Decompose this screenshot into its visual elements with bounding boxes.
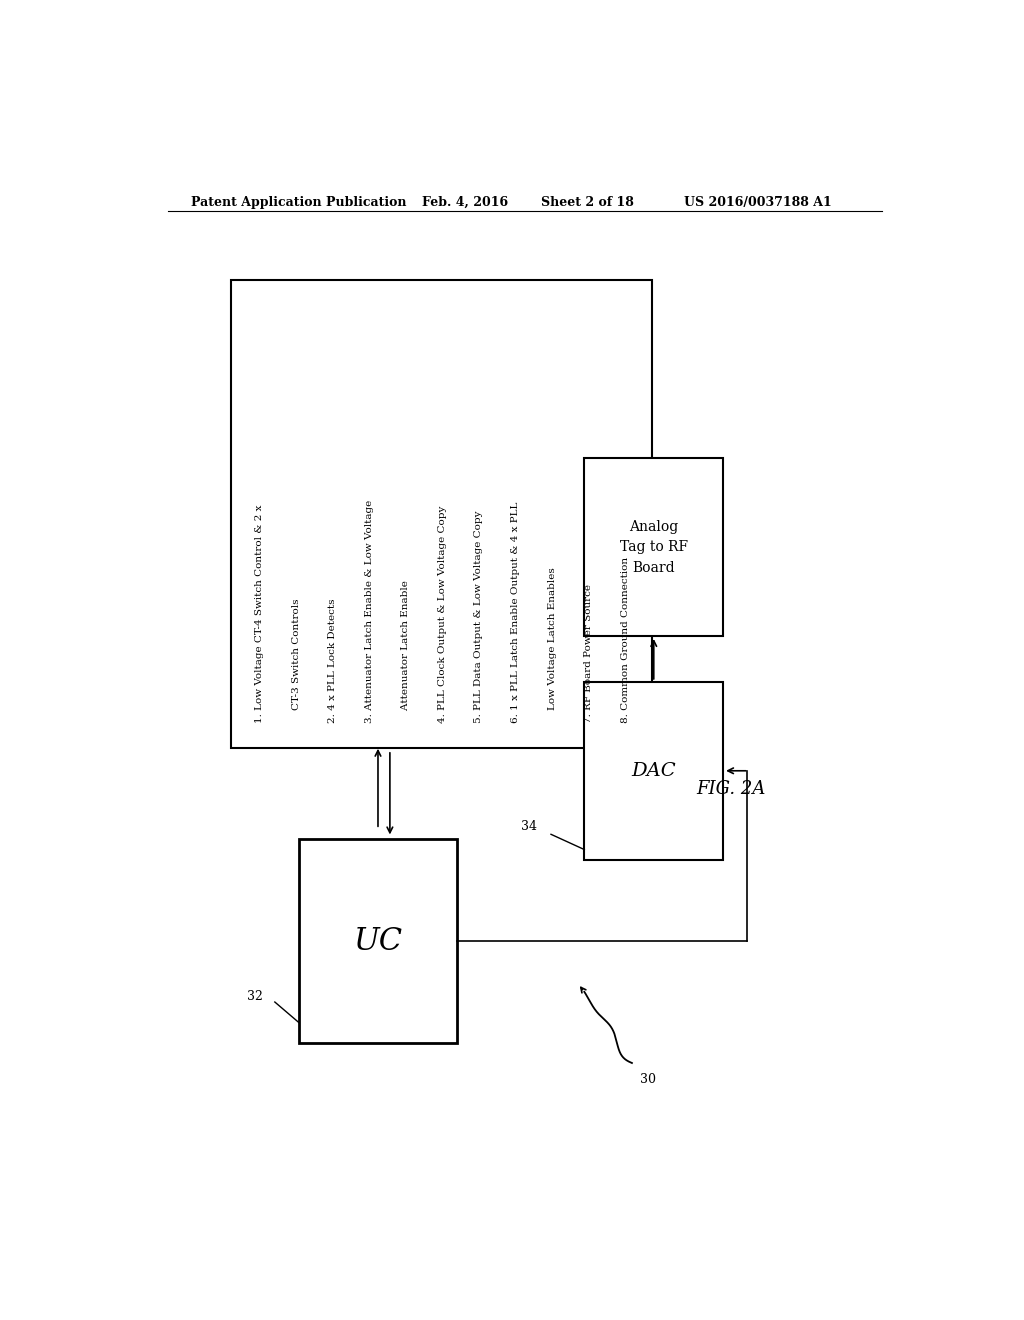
Text: Low Voltage Latch Enables: Low Voltage Latch Enables — [548, 566, 557, 722]
Bar — [231, 280, 652, 748]
Text: CT-3 Switch Controls: CT-3 Switch Controls — [292, 598, 301, 722]
Text: 7. RF Board Power Source: 7. RF Board Power Source — [584, 583, 593, 722]
Text: US 2016/0037188 A1: US 2016/0037188 A1 — [684, 195, 831, 209]
Text: 5. PLL Data Output & Low Voltage Copy: 5. PLL Data Output & Low Voltage Copy — [474, 510, 483, 722]
Text: Analog
Tag to RF
Board: Analog Tag to RF Board — [620, 520, 688, 574]
Text: FIG. 2A: FIG. 2A — [696, 780, 766, 797]
Text: Attenuator Latch Enable: Attenuator Latch Enable — [401, 579, 411, 722]
Text: 1. Low Voltage CT-4 Switch Control & 2 x: 1. Low Voltage CT-4 Switch Control & 2 x — [255, 504, 264, 722]
Text: UC: UC — [353, 925, 402, 957]
Text: 8. Common Ground Connection: 8. Common Ground Connection — [621, 556, 630, 722]
Text: Sheet 2 of 18: Sheet 2 of 18 — [541, 195, 634, 209]
Text: 6. 1 x PLL Latch Enable Output & 4 x PLL: 6. 1 x PLL Latch Enable Output & 4 x PLL — [511, 502, 520, 722]
Text: 34: 34 — [521, 820, 537, 833]
Text: 30: 30 — [640, 1073, 656, 1086]
Text: 3. Attenuator Latch Enable & Low Voltage: 3. Attenuator Latch Enable & Low Voltage — [365, 499, 374, 722]
Bar — [585, 458, 723, 636]
Text: Patent Application Publication: Patent Application Publication — [191, 195, 407, 209]
Text: 2. 4 x PLL Lock Detects: 2. 4 x PLL Lock Detects — [328, 598, 337, 722]
Text: 32: 32 — [247, 990, 263, 1003]
Bar — [299, 840, 458, 1043]
Text: 4. PLL Clock Output & Low Voltage Copy: 4. PLL Clock Output & Low Voltage Copy — [438, 506, 446, 722]
Bar — [585, 682, 723, 859]
Text: Feb. 4, 2016: Feb. 4, 2016 — [422, 195, 508, 209]
Text: DAC: DAC — [632, 762, 676, 780]
